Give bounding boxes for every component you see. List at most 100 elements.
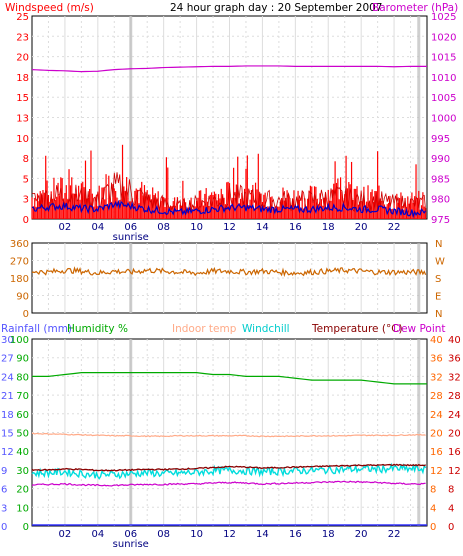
sunrise-label: sunrise — [113, 232, 149, 243]
dir-compass-tick: S — [435, 274, 441, 285]
wind-y-tick: 0 — [23, 215, 29, 226]
wind-y-tick: 8 — [23, 154, 29, 165]
x-tick-label: 04 — [91, 529, 104, 540]
baro-y-tick: 1005 — [431, 93, 456, 104]
hum-y-tick: 30 — [16, 466, 29, 477]
x-tick-label: 20 — [355, 529, 368, 540]
x-tick-label: 18 — [322, 529, 335, 540]
baro-y-tick: 980 — [431, 195, 450, 206]
rain-y-tick: 3 — [1, 503, 7, 514]
barometer-axis-label: Barometer (hPa) — [372, 2, 458, 14]
rain-y-tick: 6 — [1, 485, 7, 496]
rainfall-axis-label: Rainfall (mm) — [1, 323, 72, 335]
wind-y-tick: 25 — [16, 12, 29, 23]
temp-y-tick-b: 28 — [448, 391, 461, 402]
temp-y-tick-a: 24 — [430, 410, 443, 421]
humidity-line — [32, 372, 427, 385]
baro-y-tick: 990 — [431, 154, 450, 165]
wind-y-tick: 10 — [16, 134, 29, 145]
baro-y-tick: 1020 — [431, 32, 456, 43]
temp-y-tick-a: 8 — [430, 485, 436, 496]
x-tick-label: 02 — [59, 222, 72, 233]
temp-y-tick-a: 12 — [430, 466, 443, 477]
baro-y-tick: 1015 — [431, 53, 456, 64]
wind-y-tick: 15 — [16, 93, 29, 104]
temp-y-tick-b: 36 — [448, 354, 461, 365]
temp-y-tick-a: 32 — [430, 372, 443, 383]
hum-y-tick: 70 — [16, 391, 29, 402]
temp-y-tick-a: 16 — [430, 447, 443, 458]
rain-y-tick: 18 — [1, 410, 14, 421]
rain-y-tick: 15 — [1, 429, 14, 440]
temp-y-tick-b: 40 — [448, 335, 461, 346]
hum-y-tick: 10 — [16, 503, 29, 514]
rain-y-tick: 21 — [1, 391, 14, 402]
hum-y-tick: 80 — [16, 372, 29, 383]
x-tick-label: 08 — [157, 222, 170, 233]
temp-y-tick-b: 16 — [448, 447, 461, 458]
x-tick-label: 10 — [190, 529, 203, 540]
x-tick-label: 16 — [289, 529, 302, 540]
x-tick-label: 16 — [289, 222, 302, 233]
temp-y-tick-a: 36 — [430, 354, 443, 365]
temp-y-tick-b: 0 — [448, 522, 454, 533]
indoor-temp-label: Indoor temp — [172, 323, 237, 335]
temp-y-tick-a: 28 — [430, 391, 443, 402]
rain-y-tick: 0 — [1, 522, 7, 533]
dir-y-tick: 360 — [10, 239, 29, 250]
x-tick-label: 20 — [355, 222, 368, 233]
dir-compass-tick: N — [435, 309, 442, 320]
windchill-label: Windchill — [242, 323, 290, 335]
x-tick-label: 08 — [157, 529, 170, 540]
rain-y-tick: 27 — [1, 354, 14, 365]
wind-y-tick: 13 — [16, 114, 29, 125]
baro-y-tick: 975 — [431, 215, 450, 226]
baro-y-tick: 1025 — [431, 12, 456, 23]
windchill-line — [31, 462, 427, 480]
hum-y-tick: 0 — [23, 522, 29, 533]
rain-y-tick: 24 — [1, 372, 14, 383]
dir-y-tick: 270 — [10, 257, 29, 268]
temperature-axis-label: Temperature (°C) — [311, 323, 403, 335]
x-tick-label: 14 — [256, 529, 269, 540]
temp-y-tick-b: 8 — [448, 485, 454, 496]
temp-y-tick-b: 12 — [448, 466, 461, 477]
x-tick-label: 02 — [59, 529, 72, 540]
hum-y-tick: 90 — [16, 354, 29, 365]
rain-y-tick: 9 — [1, 466, 7, 477]
temp-y-tick-b: 24 — [448, 410, 461, 421]
dir-y-tick: 90 — [16, 292, 29, 303]
dewpoint-label: Dew Point — [393, 323, 446, 335]
x-tick-label: 12 — [223, 222, 236, 233]
temp-y-tick-a: 4 — [430, 503, 436, 514]
temp-y-tick-b: 32 — [448, 372, 461, 383]
direction-line — [31, 266, 427, 278]
x-tick-label: 06 — [124, 529, 137, 540]
graph-title: 24 hour graph day : 20 September 2007 — [170, 2, 382, 14]
baro-y-tick: 985 — [431, 174, 450, 185]
wind-y-tick: 5 — [23, 174, 29, 185]
hum-y-tick: 100 — [10, 335, 29, 346]
temp-y-tick-b: 4 — [448, 503, 454, 514]
dir-compass-tick: N — [435, 239, 442, 250]
windspeed-axis-label: Windspeed (m/s) — [5, 2, 94, 14]
baro-y-tick: 995 — [431, 134, 450, 145]
rain-y-tick: 30 — [1, 335, 14, 346]
x-tick-label: 12 — [223, 529, 236, 540]
x-tick-label: 22 — [388, 222, 401, 233]
temp-y-tick-a: 40 — [430, 335, 443, 346]
x-tick-label: 04 — [91, 222, 104, 233]
x-tick-label: 06 — [124, 222, 137, 233]
x-tick-label: 10 — [190, 222, 203, 233]
hum-y-tick: 60 — [16, 410, 29, 421]
temp-y-tick-a: 20 — [430, 429, 443, 440]
humidity-axis-label: Humidity % — [67, 323, 128, 335]
indoor-temp-line — [31, 432, 426, 438]
gust-line — [31, 172, 427, 215]
baro-y-tick: 1000 — [431, 114, 456, 125]
x-tick-label: 14 — [256, 222, 269, 233]
hum-y-tick: 20 — [16, 485, 29, 496]
x-tick-label: 22 — [388, 529, 401, 540]
